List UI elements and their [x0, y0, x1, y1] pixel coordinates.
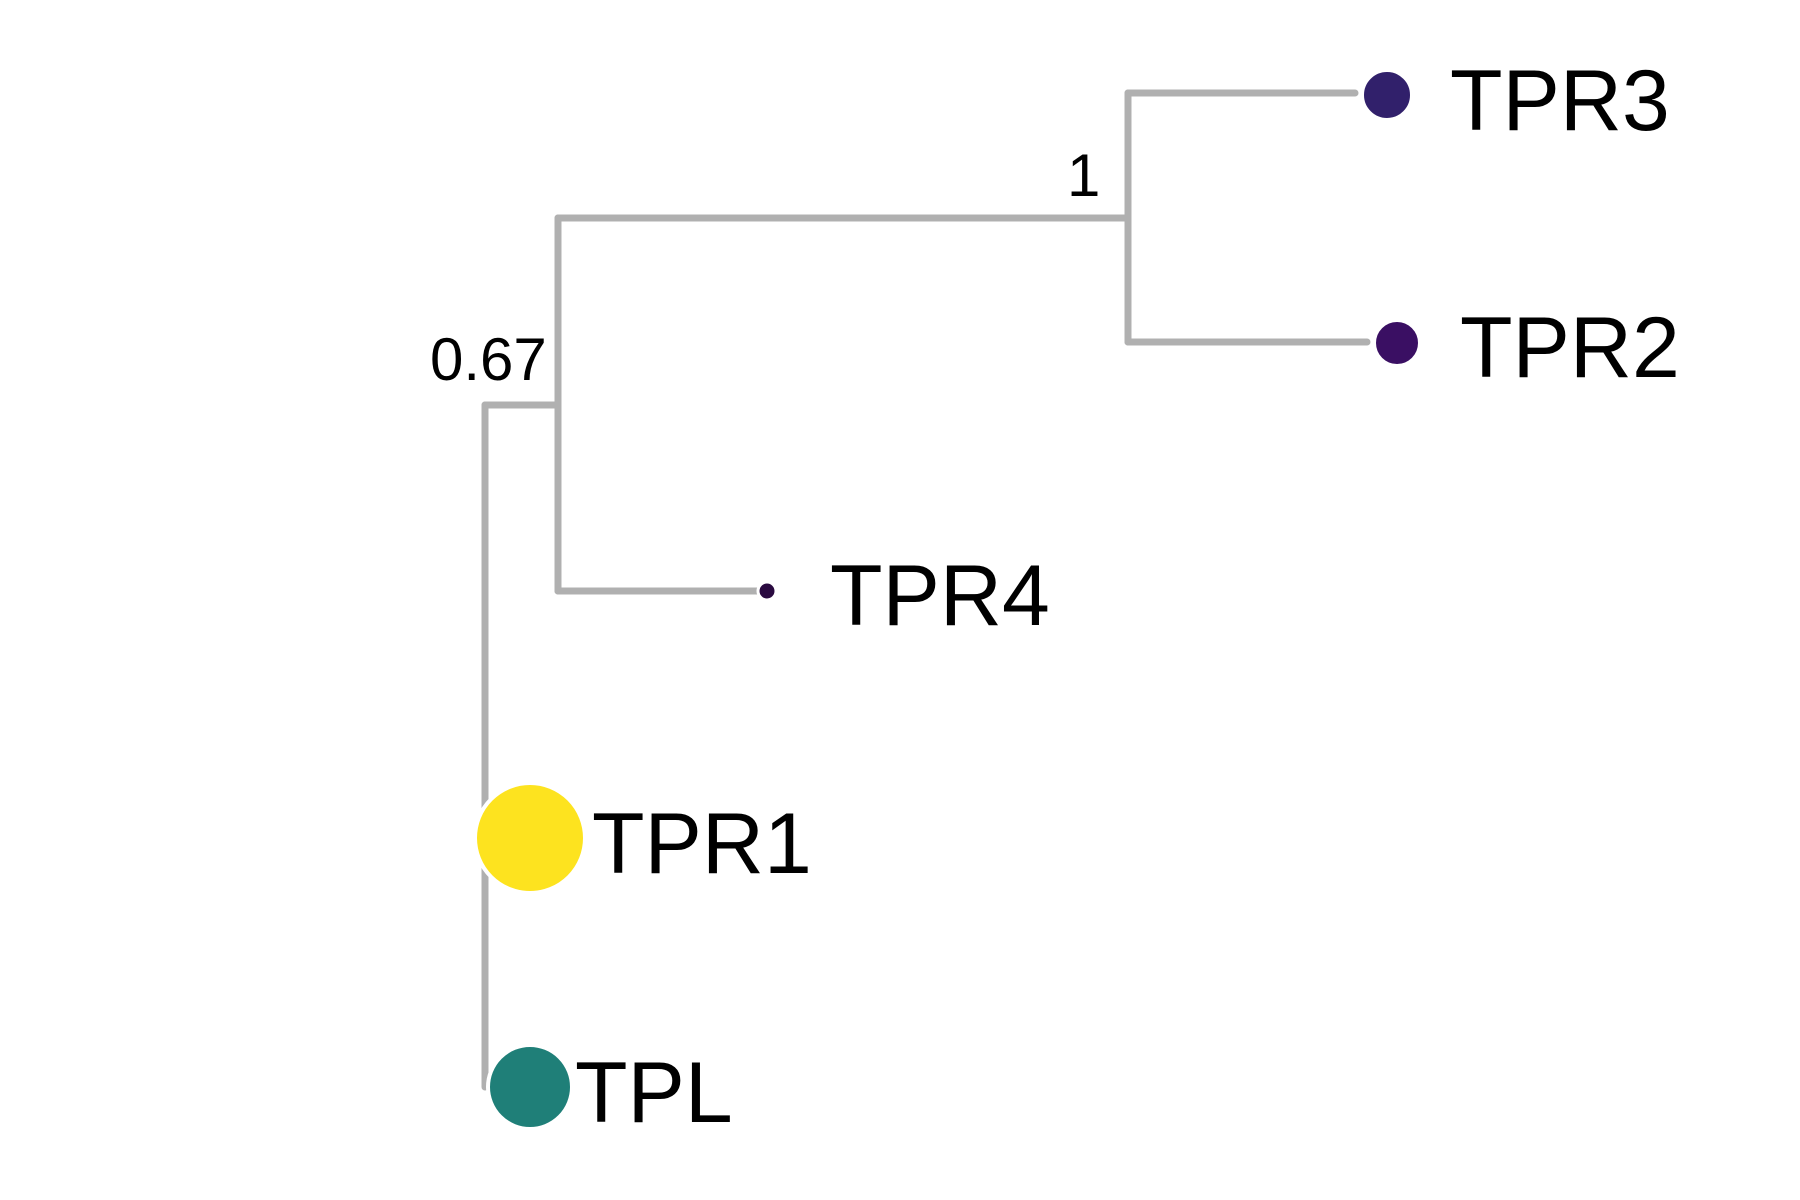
- support-label-tpr2-tpr3: 1: [1067, 142, 1100, 209]
- tip-label-tpr4: TPR4: [830, 548, 1050, 644]
- tip-marker-tpl: [486, 1043, 574, 1131]
- support-label-inner-node: 0.67: [430, 326, 547, 393]
- tip-label-tpr3: TPR3: [1450, 53, 1670, 149]
- tip-marker-tpr2: [1372, 318, 1422, 368]
- tip-markers: [473, 68, 1422, 1131]
- tip-marker-tpr4: [756, 580, 778, 602]
- tip-marker-tpr3: [1360, 68, 1414, 122]
- tree-branches: [481, 89, 1371, 1091]
- tip-labels: TPR3 TPR2 TPR4 TPR1 TPL: [575, 53, 1680, 1141]
- tip-label-tpl: TPL: [575, 1045, 733, 1141]
- tip-label-tpr1: TPR1: [592, 796, 812, 892]
- tip-label-tpr2: TPR2: [1460, 300, 1680, 396]
- tip-marker-tpr1: [473, 781, 587, 895]
